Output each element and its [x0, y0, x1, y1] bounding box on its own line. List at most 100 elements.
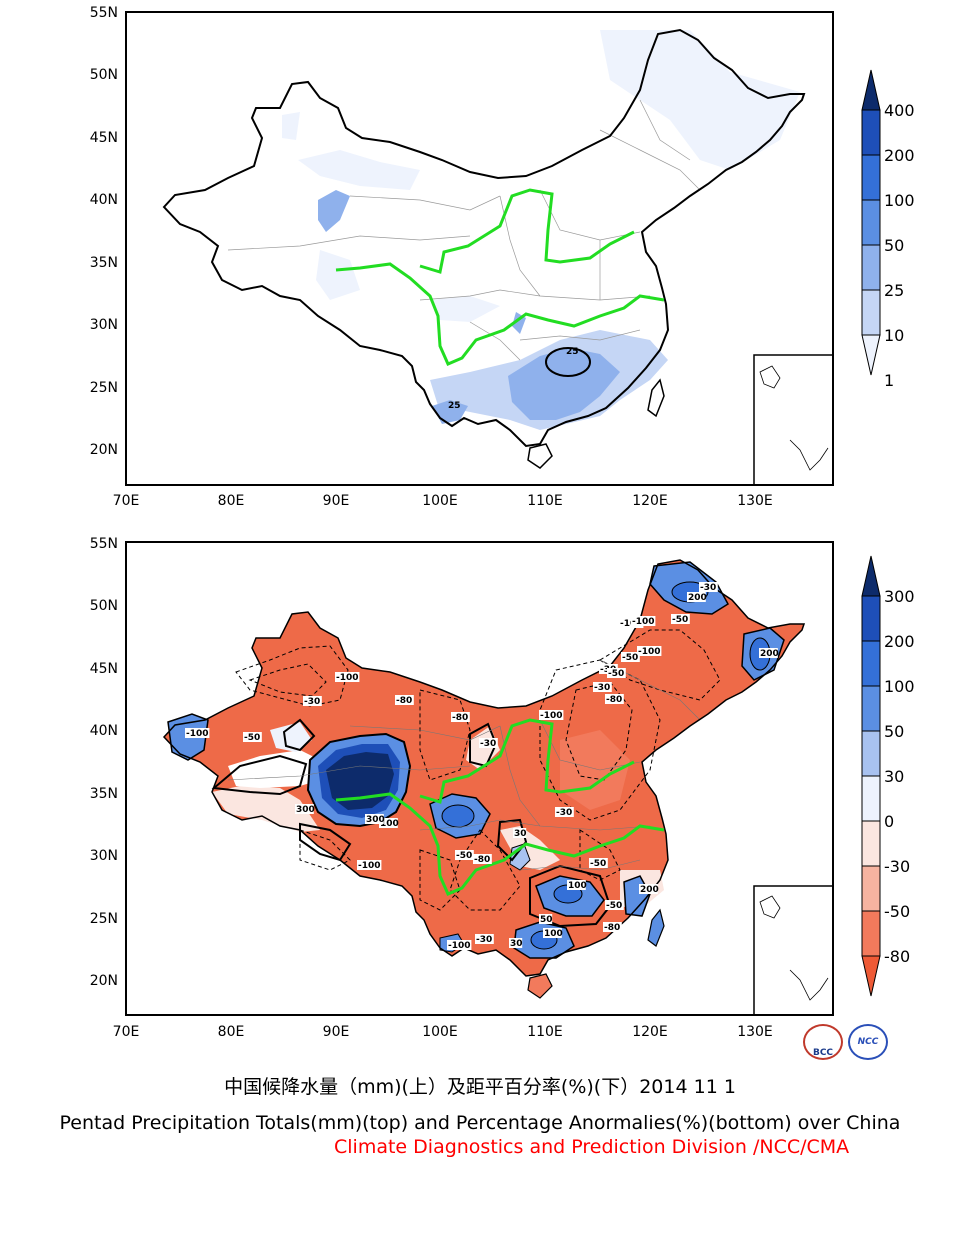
bottom-map-frame [125, 541, 834, 1016]
bottom-lat-tick: 30N [90, 848, 118, 864]
bottom-contour-label-bg [479, 738, 498, 748]
caption-organization: Climate Diagnostics and Prediction Divis… [334, 1136, 850, 1158]
bottom-colorbar-swatch [861, 730, 881, 777]
top-colorbar-swatch [861, 109, 881, 156]
bottom-contour-label-bg [759, 648, 778, 658]
bottom-colorbar-tip-bottom [861, 955, 881, 997]
top-colorbar-swatch [861, 199, 881, 246]
top-lat-tick: 55N [90, 5, 118, 21]
bottom-contour-label-bg [357, 860, 382, 870]
bottom-contour-label-bg [699, 582, 718, 592]
bottom-contour-label: -100 [638, 647, 661, 657]
top-contour-label: 25 [566, 347, 579, 357]
top-yellow-river [419, 188, 635, 274]
bottom-contour-label-bg [555, 807, 574, 817]
bottom-lon-tick: 70E [113, 1024, 140, 1040]
bottom-colorbar-swatch [861, 910, 881, 957]
bottom-contour-label: -100 [186, 729, 209, 739]
bottom-lon-tick: 110E [527, 1024, 563, 1040]
bottom-lon-tick: 80E [218, 1024, 245, 1040]
bottom-yellow-river [419, 718, 635, 804]
bottom-contour-label: -30 [304, 697, 320, 707]
top-colorbar-swatch [861, 244, 881, 291]
top-shade-south-core [508, 348, 620, 420]
bottom-province-borders [227, 659, 701, 871]
bottom-yangtze-river [335, 792, 665, 896]
bottom-contour-label-bg [509, 938, 523, 948]
top-shade-west [282, 112, 300, 140]
bottom-colorbar-label: -50 [884, 902, 910, 921]
top-map-frame [125, 11, 834, 486]
bottom-contour-label: 100 [380, 819, 399, 829]
bottom-contour-label-bg [687, 592, 706, 602]
bottom-contour-label: 30 [514, 829, 527, 839]
bottom-lat-tick: 50N [90, 598, 118, 614]
bottom-contour-label-bg [539, 914, 553, 924]
bottom-contour-label-bg [473, 854, 492, 864]
caption-chinese: 中国候降水量（mm)(上）及距平百分率(%)(下）2014 11 1 [224, 1076, 736, 1098]
bottom-contour-label-bg [605, 694, 624, 704]
bottom-contour-label-bg [605, 900, 624, 910]
bottom-contour-label-bg [185, 728, 210, 738]
bottom-contour-label-bg [593, 682, 612, 692]
bottom-contour-label-bg [475, 934, 494, 944]
top-shade-qinghai [318, 190, 350, 232]
bottom-contour-label-bg [455, 850, 474, 860]
bottom-contour-label: -100 [336, 673, 359, 683]
bottom-zero-contours [211, 718, 612, 928]
bottom-contour-label: -100 [448, 941, 471, 951]
bottom-lat-tick: 35N [90, 786, 118, 802]
bottom-colorbar-label: 50 [884, 722, 904, 741]
bottom-contour-label-bg [513, 828, 527, 838]
bottom-contour-label-bg [567, 880, 586, 890]
bottom-contour-label: -50 [608, 669, 624, 679]
top-lon-tick: 80E [218, 493, 245, 509]
top-shade-north [298, 150, 420, 190]
top-lat-tick: 30N [90, 317, 118, 333]
bottom-contour-label: 100 [544, 929, 563, 939]
top-colorbar-label: 1 [884, 371, 894, 390]
bottom-colorbar-label: 100 [884, 677, 915, 696]
top-lat-tick: 50N [90, 67, 118, 83]
bottom-lon-tick: 130E [737, 1024, 773, 1040]
bottom-dashed-contours [235, 629, 721, 911]
top-lat-axis: 55N 50N 45N 40N 35N 30N 25N 20N [90, 5, 118, 458]
top-lat-tick: 40N [90, 192, 118, 208]
bottom-contour-label: -100 [358, 861, 381, 871]
bottom-contour-label-bg [589, 858, 608, 868]
bottom-lat-tick: 25N [90, 911, 118, 927]
bottom-colorbar-swatch [861, 820, 881, 867]
bottom-contour-label: -80 [396, 696, 412, 706]
top-lon-tick: 120E [632, 493, 668, 509]
bottom-colorbar-swatch [861, 775, 881, 822]
bottom-contour-label: -50 [456, 851, 472, 861]
top-colorbar-swatch [861, 154, 881, 201]
bottom-colorbar-swatch [861, 595, 881, 642]
bottom-contour-label-bg [303, 696, 322, 706]
bottom-lat-axis: 55N 50N 45N 40N 35N 30N 25N 20N [90, 536, 118, 989]
top-lon-tick: 130E [737, 493, 773, 509]
top-lat-tick: 45N [90, 130, 118, 146]
bottom-south-sea-inset [753, 885, 833, 1015]
bottom-contour-label-bg [671, 614, 690, 624]
top-lon-tick: 110E [527, 493, 563, 509]
top-shade-tibet [316, 250, 360, 300]
top-colorbar-label: 400 [884, 101, 915, 120]
bottom-contour-label: -80 [604, 923, 620, 933]
bottom-anomaly-map: -100-100-30-50200-100-80-30300-100-80-50… [90, 536, 915, 1040]
top-shade-sichuan [430, 296, 500, 322]
top-precip-map: 25 25 [90, 5, 915, 509]
bottom-contour-label-bg [607, 668, 626, 678]
top-colorbar-label: 100 [884, 191, 915, 210]
bottom-contour-label: 300 [296, 805, 315, 815]
bottom-colorbar-swatch [861, 640, 881, 687]
bottom-contour-label-bg [451, 712, 470, 722]
bottom-hainan [527, 973, 553, 999]
bottom-taiwan [647, 908, 665, 947]
top-colorbar-label: 25 [884, 281, 904, 300]
top-lon-axis: 70E 80E 90E 100E 110E 120E 130E [113, 493, 773, 509]
top-contour-label: 25 [448, 401, 461, 411]
top-colorbar: 400 200 100 50 25 10 1 [861, 69, 915, 390]
bottom-contour-label: 300 [366, 815, 385, 825]
